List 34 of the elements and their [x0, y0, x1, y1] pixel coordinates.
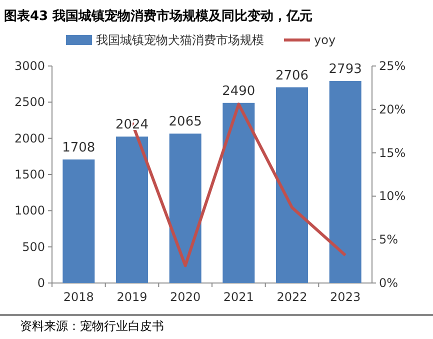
y2-tick-label: 25%: [379, 59, 406, 73]
y2-tick-label: 0%: [379, 276, 398, 290]
y-tick-label: 500: [22, 240, 45, 254]
x-tick-label: 2020: [170, 290, 201, 304]
y-tick-label: 2500: [14, 95, 45, 110]
y2-tick-label: 15%: [379, 146, 406, 160]
data-label: 2490: [222, 84, 256, 99]
legend-label: 我国城镇宠物犬猫消费市场规模: [96, 33, 264, 47]
y-tick-label: 1500: [14, 168, 45, 182]
y2-tick-label: 5%: [379, 232, 398, 247]
chart-title: 图表43 我国城镇宠物消费市场规模及同比变动，亿元: [4, 8, 313, 24]
x-tick-label: 2018: [63, 290, 94, 304]
y2-tick-label: 20%: [379, 102, 406, 116]
bar: [169, 134, 202, 283]
bar: [329, 80, 362, 283]
bar: [62, 159, 95, 283]
data-label: 2793: [328, 62, 362, 77]
y-tick-label: 0: [37, 276, 45, 290]
legend-label: yoy: [314, 33, 336, 47]
x-tick-label: 2019: [116, 290, 148, 304]
bar: [222, 102, 255, 283]
x-tick-label: 2021: [223, 290, 254, 304]
y-tick-label: 2000: [14, 131, 45, 146]
bar: [276, 87, 308, 283]
text: 资料来源：宠物行业白皮书: [20, 319, 164, 333]
x-tick-label: 2023: [330, 290, 361, 304]
data-label: 1708: [62, 140, 96, 156]
y-tick-label: 1000: [14, 204, 45, 218]
data-label: 2706: [275, 68, 309, 84]
y2-tick-label: 10%: [379, 189, 406, 204]
x-tick-label: 2022: [276, 290, 308, 304]
y-tick-label: 3000: [14, 59, 45, 73]
bar: [116, 136, 148, 283]
data-label: 2065: [168, 114, 202, 130]
